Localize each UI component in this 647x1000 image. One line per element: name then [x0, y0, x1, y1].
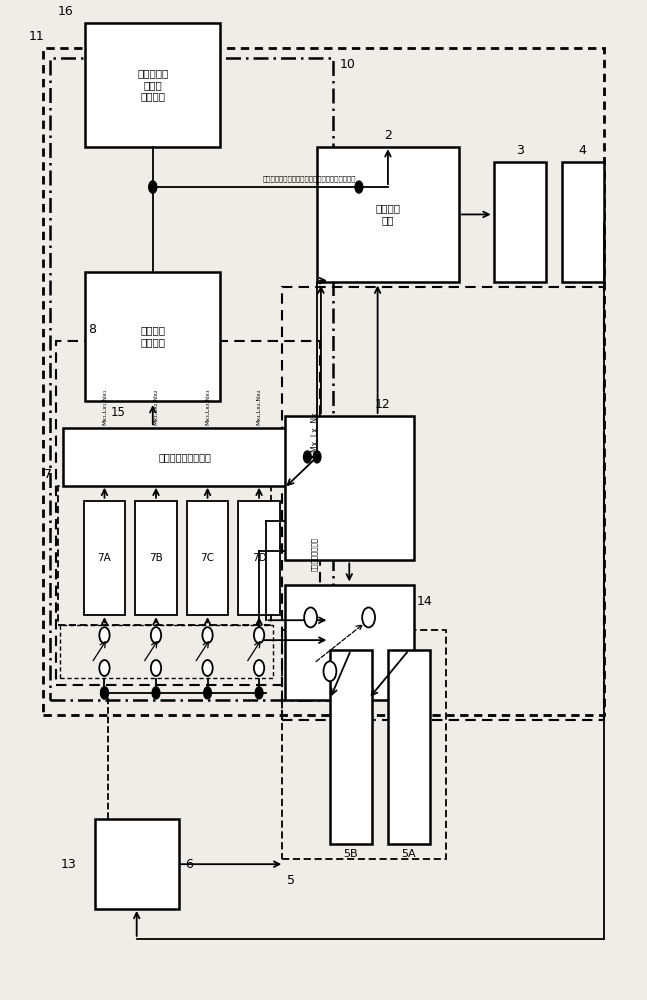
- Circle shape: [149, 181, 157, 193]
- Text: 5A: 5A: [402, 849, 416, 859]
- Text: Mx₄,Lx₄,Nx₄: Mx₄,Lx₄,Nx₄: [257, 389, 261, 425]
- Circle shape: [303, 451, 311, 463]
- Bar: [135, 501, 177, 615]
- Circle shape: [99, 627, 109, 643]
- Circle shape: [255, 687, 263, 699]
- Bar: [85, 272, 221, 401]
- Bar: [50, 58, 333, 700]
- Bar: [281, 630, 446, 859]
- Text: 气动力系数估计装置及操纵面故障及损伤检测装置: 气动力系数估计装置及操纵面故障及损伤检测装置: [262, 175, 356, 182]
- Bar: [95, 819, 179, 909]
- Circle shape: [203, 660, 213, 676]
- Text: 12: 12: [375, 398, 391, 411]
- Bar: [281, 287, 604, 720]
- Circle shape: [304, 607, 317, 627]
- Circle shape: [100, 687, 108, 699]
- Bar: [63, 428, 307, 486]
- Text: 10: 10: [340, 58, 355, 71]
- Bar: [285, 416, 413, 560]
- Bar: [562, 162, 604, 282]
- Text: 15: 15: [111, 406, 126, 419]
- Bar: [85, 23, 221, 147]
- Circle shape: [254, 660, 264, 676]
- Circle shape: [149, 181, 157, 193]
- Circle shape: [151, 627, 161, 643]
- Bar: [60, 625, 272, 678]
- Circle shape: [203, 627, 213, 643]
- Text: 13: 13: [61, 858, 77, 871]
- Circle shape: [204, 687, 212, 699]
- Text: 7: 7: [43, 468, 52, 481]
- Bar: [83, 501, 126, 615]
- Bar: [58, 486, 270, 625]
- Text: 5: 5: [287, 874, 295, 887]
- Text: 7A: 7A: [98, 553, 111, 563]
- Text: 14: 14: [417, 595, 433, 608]
- Circle shape: [99, 660, 109, 676]
- Text: 气动力系数估计装置: 气动力系数估计装置: [159, 452, 212, 462]
- Circle shape: [324, 661, 336, 681]
- Text: Mx₂,Lx₂,Nx₂: Mx₂,Lx₂,Nx₂: [153, 389, 159, 425]
- Text: 7D: 7D: [252, 553, 267, 563]
- Circle shape: [313, 451, 321, 463]
- Circle shape: [100, 687, 108, 699]
- Bar: [317, 147, 459, 282]
- Text: 11: 11: [29, 30, 45, 43]
- Text: 操纵面故障
及损伤
检测结果: 操纵面故障 及损伤 检测结果: [137, 68, 168, 102]
- Bar: [388, 650, 430, 844]
- Text: 5B: 5B: [344, 849, 358, 859]
- Text: 4: 4: [579, 144, 587, 157]
- Bar: [186, 501, 228, 615]
- Text: 6: 6: [185, 858, 193, 871]
- Bar: [330, 650, 372, 844]
- Text: 3: 3: [516, 144, 524, 157]
- Text: Mx₃,Lx₃,Nx₃: Mx₃,Lx₃,Nx₃: [205, 389, 210, 425]
- Text: 空气动力
系数估计: 空气动力 系数估计: [140, 326, 165, 347]
- Text: 8: 8: [89, 323, 96, 336]
- Bar: [494, 162, 546, 282]
- Circle shape: [362, 607, 375, 627]
- Text: Mx₁,Lx₁,Nx₁: Mx₁,Lx₁,Nx₁: [102, 389, 107, 425]
- Circle shape: [254, 627, 264, 643]
- Circle shape: [355, 181, 363, 193]
- Text: 16: 16: [58, 5, 74, 18]
- Bar: [43, 48, 604, 715]
- Text: 7B: 7B: [149, 553, 163, 563]
- Circle shape: [151, 660, 161, 676]
- Text: 2: 2: [384, 129, 392, 142]
- Text: 7C: 7C: [201, 553, 215, 563]
- Text: 飞行控制
装置: 飞行控制 装置: [375, 204, 400, 225]
- Text: Mx, Lx, Nx: Mx, Lx, Nx: [311, 412, 320, 452]
- Circle shape: [152, 687, 160, 699]
- Text: 气动力系数估计值: 气动力系数估计值: [311, 537, 317, 571]
- Bar: [56, 341, 320, 685]
- Bar: [285, 585, 413, 700]
- Bar: [238, 501, 280, 615]
